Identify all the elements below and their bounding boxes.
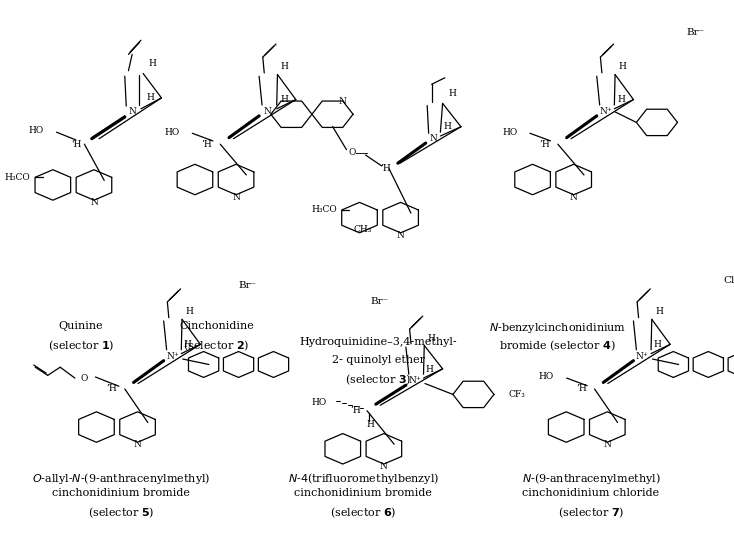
Text: HO: HO: [502, 128, 517, 137]
Text: $\mathit{N}$-$\mathit{4}$(trifluoromethylbenzyl): $\mathit{N}$-$\mathit{4}$(trifluoromethy…: [288, 471, 439, 486]
Text: H: H: [655, 307, 663, 316]
Text: N: N: [128, 107, 136, 116]
Text: HO: HO: [164, 128, 180, 137]
Text: H₃CO: H₃CO: [311, 206, 337, 214]
Text: H: H: [426, 366, 433, 374]
Text: N: N: [264, 107, 272, 116]
Text: cinchonidinium bromide: cinchonidinium bromide: [294, 488, 432, 498]
Text: O: O: [81, 374, 88, 382]
Text: N⁺: N⁺: [599, 107, 612, 116]
Text: HO: HO: [539, 373, 554, 381]
Text: H: H: [280, 95, 288, 104]
Text: cinchonidinium bromide: cinchonidinium bromide: [52, 488, 190, 498]
Text: ’H: ’H: [539, 140, 550, 149]
Text: N: N: [380, 462, 388, 471]
Text: bromide (selector $\mathbf{4}$): bromide (selector $\mathbf{4}$): [499, 338, 617, 353]
Text: HO: HO: [311, 398, 327, 407]
Text: H: H: [281, 62, 288, 71]
Text: CH₃: CH₃: [353, 225, 371, 234]
Text: O: O: [349, 148, 356, 157]
Text: N: N: [232, 193, 240, 202]
Text: H: H: [184, 340, 191, 349]
Text: Quinine: Quinine: [59, 321, 103, 331]
Text: ’H: ’H: [202, 140, 212, 149]
Text: H: H: [653, 340, 661, 349]
Text: cinchonidinium chloride: cinchonidinium chloride: [523, 488, 659, 498]
Text: ’H: ’H: [106, 385, 117, 393]
Text: N: N: [396, 231, 404, 239]
Text: N: N: [339, 96, 346, 106]
Text: ’H: ’H: [351, 406, 361, 415]
Text: 'H: 'H: [71, 140, 81, 149]
Text: N: N: [429, 134, 437, 143]
Text: H: H: [444, 122, 451, 131]
Text: $\mathit{N}$-(9-anthracenylmethyl): $\mathit{N}$-(9-anthracenylmethyl): [522, 471, 660, 486]
Text: H: H: [367, 420, 374, 429]
Text: H: H: [186, 307, 193, 316]
Text: N: N: [134, 440, 142, 449]
Text: N⁺: N⁺: [166, 352, 179, 361]
Text: Br⁻: Br⁻: [371, 298, 389, 306]
Text: N: N: [603, 440, 611, 449]
Text: ’H: ’H: [380, 164, 391, 173]
Text: (selector $\mathbf{6}$): (selector $\mathbf{6}$): [330, 505, 396, 520]
Text: Hydroquinidine–3,4-methyl-: Hydroquinidine–3,4-methyl-: [299, 337, 457, 347]
Text: H: H: [619, 62, 626, 71]
Text: N: N: [570, 193, 578, 202]
Text: 2- quinolyl ether: 2- quinolyl ether: [332, 355, 424, 364]
Text: $\mathit{N}$-benzylcinchonidinium: $\mathit{N}$-benzylcinchonidinium: [489, 321, 627, 335]
Text: (selector $\mathbf{2}$): (selector $\mathbf{2}$): [184, 338, 250, 353]
Text: ’H: ’H: [576, 385, 586, 393]
Text: CF₃: CF₃: [509, 390, 526, 399]
Text: Cinchonidine: Cinchonidine: [179, 321, 254, 331]
Text: H: H: [428, 334, 435, 343]
Text: Br⁻: Br⁻: [239, 281, 257, 290]
Text: (selector $\mathbf{5}$): (selector $\mathbf{5}$): [88, 505, 154, 520]
Text: H: H: [448, 89, 456, 98]
Text: H: H: [147, 94, 154, 102]
Text: H₃CO: H₃CO: [4, 173, 30, 182]
Text: Br⁻: Br⁻: [686, 28, 705, 37]
Text: HO: HO: [29, 126, 44, 135]
Text: $\mathit{O}$-allyl-$\mathit{N}$-(9-anthracenylmethyl): $\mathit{O}$-allyl-$\mathit{N}$-(9-anthr…: [32, 471, 211, 486]
Text: (selector $\mathbf{3}$): (selector $\mathbf{3}$): [345, 372, 411, 387]
Text: (selector $\mathbf{7}$): (selector $\mathbf{7}$): [558, 505, 624, 520]
Text: N⁺: N⁺: [636, 352, 649, 361]
Text: H: H: [148, 59, 156, 68]
Text: Cl⁻: Cl⁻: [723, 276, 734, 285]
Text: N: N: [90, 199, 98, 207]
Text: (selector $\mathbf{1}$): (selector $\mathbf{1}$): [48, 338, 114, 353]
Text: H: H: [618, 95, 625, 104]
Text: N⁺: N⁺: [408, 376, 421, 385]
